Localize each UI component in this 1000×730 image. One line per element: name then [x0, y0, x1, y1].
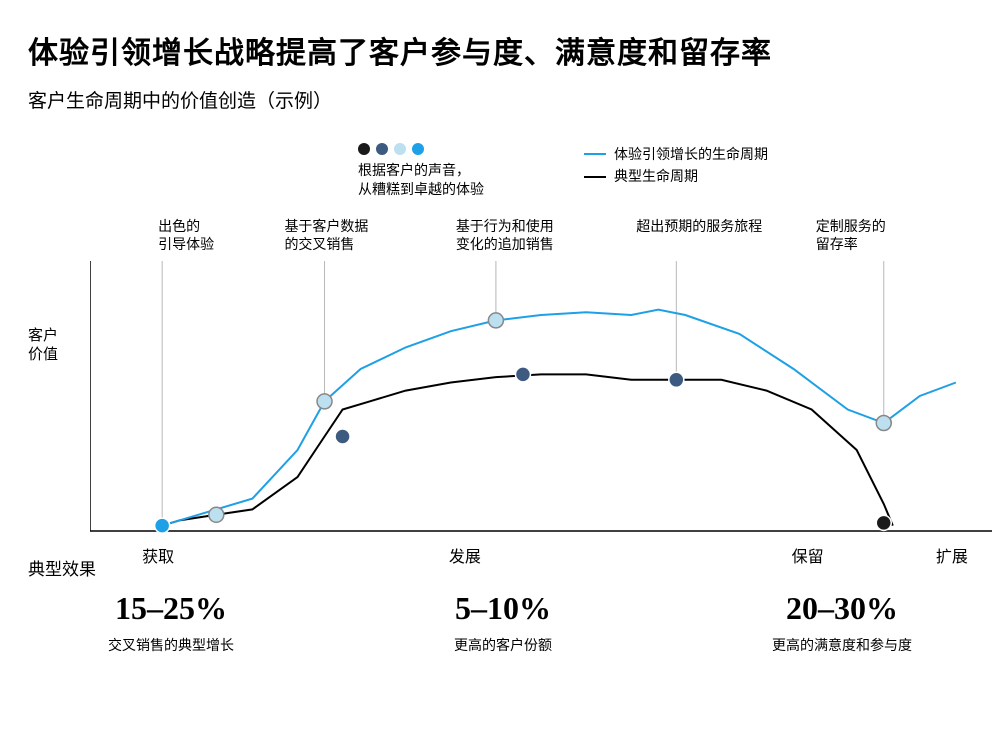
anno-line: 基于行为和使用 [456, 218, 554, 234]
legend-row: 根据客户的声音， 从糟糕到卓越的体验 体验引领增长的生命周期典型生命周期 [358, 143, 972, 199]
y-axis-label-line: 客户 [28, 327, 58, 344]
impact-row: 15–25% 交叉销售的典型增长 5–10% 更高的客户份额 20–30% 更高的满意度和… [28, 590, 972, 655]
impact-value: 20–30% [772, 590, 912, 627]
anno-line: 基于客户数据 [284, 218, 368, 234]
line-legend: 体验引领增长的生命周期典型生命周期 [584, 143, 768, 188]
page-title: 体验引领增长战略提高了客户参与度、满意度和留存率 [28, 28, 972, 72]
anno-line: 出色的 [158, 218, 200, 234]
annotation-a2: 基于客户数据的交叉销售 [284, 217, 368, 253]
x-tick-label: 获取 [142, 543, 174, 567]
line-legend-item: 典型生命周期 [584, 165, 768, 187]
line-swatch-icon [584, 153, 606, 155]
impact-desc: 交叉销售的典型增长 [108, 635, 234, 655]
anno-line: 定制服务的 [816, 218, 886, 234]
line-legend-item: 体验引领增长的生命周期 [584, 143, 768, 165]
impact-stat: 15–25% 交叉销售的典型增长 [108, 590, 234, 655]
annotations-layer: 获取发展保留扩展出色的引导体验基于客户数据的交叉销售基于行为和使用变化的追加销售… [90, 261, 992, 581]
annotation-a5: 定制服务的留存率 [816, 217, 886, 253]
dot-legend-swatches [358, 143, 484, 155]
legend-dot-icon [358, 143, 370, 155]
anno-line: 留存率 [816, 236, 858, 252]
dot-legend-text-1: 根据客户的声音， [358, 161, 484, 180]
impact-desc: 更高的客户份额 [454, 635, 552, 655]
legend-dot-icon [376, 143, 388, 155]
y-axis-label: 客户价值 [28, 327, 58, 365]
line-legend-label: 典型生命周期 [614, 165, 698, 187]
chart-area: 客户价值 获取发展保留扩展出色的引导体验基于客户数据的交叉销售基于行为和使用变化… [28, 217, 972, 537]
dot-legend-text-2: 从糟糕到卓越的体验 [358, 180, 484, 199]
annotation-a1: 出色的引导体验 [158, 217, 214, 253]
annotation-a4: 超出预期的服务旅程 [636, 217, 762, 235]
legend-dot-icon [412, 143, 424, 155]
x-tick-label: 发展 [449, 543, 481, 567]
anno-line: 引导体验 [158, 236, 214, 252]
anno-line: 的交叉销售 [284, 236, 354, 252]
x-tick-label: 扩展 [936, 543, 968, 567]
impact-stat: 5–10% 更高的客户份额 [454, 590, 552, 655]
anno-line: 变化的追加销售 [456, 236, 554, 252]
legend-dot-icon [394, 143, 406, 155]
line-legend-label: 体验引领增长的生命周期 [614, 143, 768, 165]
page-subtitle: 客户生命周期中的价值创造（示例） [28, 86, 972, 113]
impact-value: 5–10% [454, 590, 552, 627]
impact-value: 15–25% [108, 590, 234, 627]
impact-stat: 20–30% 更高的满意度和参与度 [772, 590, 912, 655]
dot-legend: 根据客户的声音， 从糟糕到卓越的体验 [358, 143, 484, 199]
annotation-a3: 基于行为和使用变化的追加销售 [456, 217, 554, 253]
line-swatch-icon [584, 176, 606, 178]
impact-desc: 更高的满意度和参与度 [772, 635, 912, 655]
x-tick-label: 保留 [792, 543, 824, 567]
y-axis-label-line: 价值 [28, 346, 58, 363]
anno-line: 超出预期的服务旅程 [636, 218, 762, 234]
